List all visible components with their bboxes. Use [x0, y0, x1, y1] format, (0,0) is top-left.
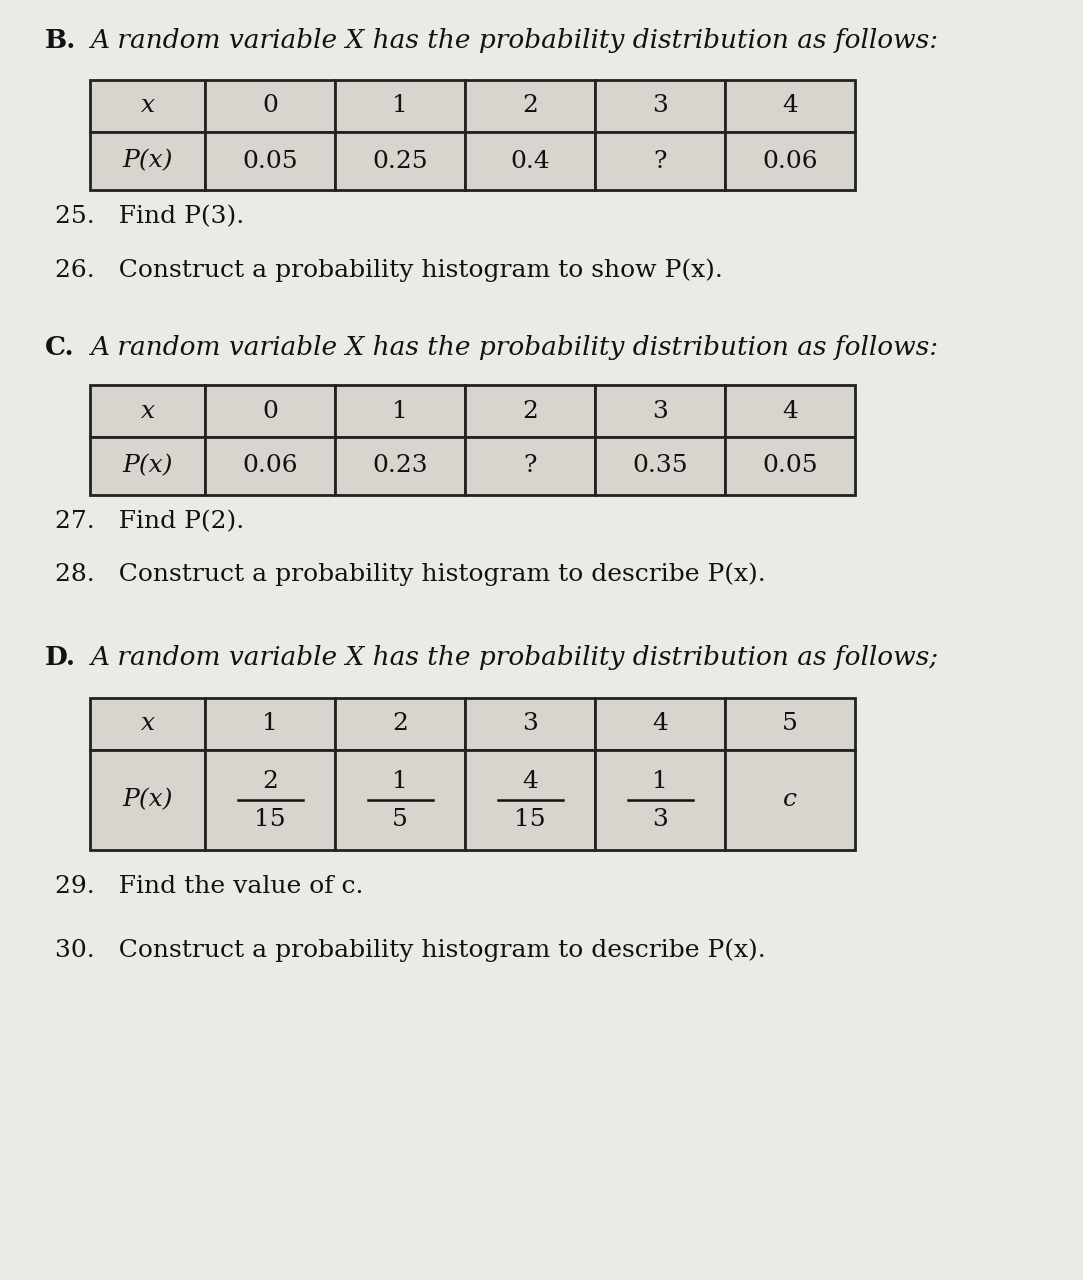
Text: 0.06: 0.06	[762, 150, 818, 173]
Bar	[465, 750, 595, 850]
Text: 1: 1	[652, 771, 668, 794]
Text: 0.23: 0.23	[373, 454, 428, 477]
Bar	[335, 385, 465, 436]
Bar	[725, 79, 854, 132]
Text: 2: 2	[392, 713, 408, 736]
Text: 0.05: 0.05	[243, 150, 298, 173]
Text: 0.25: 0.25	[373, 150, 428, 173]
Bar	[465, 436, 595, 495]
Text: 1: 1	[262, 713, 278, 736]
Text: 4: 4	[782, 399, 798, 422]
Text: A random variable X has the probability distribution as follows:: A random variable X has the probability …	[90, 335, 938, 360]
Bar	[205, 79, 335, 132]
Bar	[725, 750, 854, 850]
Bar	[205, 132, 335, 189]
Text: 0.35: 0.35	[632, 454, 688, 477]
Text: 29.   Find the value of c.: 29. Find the value of c.	[55, 876, 364, 899]
Bar	[595, 750, 725, 850]
Bar	[595, 79, 725, 132]
Bar	[595, 436, 725, 495]
Bar	[205, 698, 335, 750]
Bar	[725, 385, 854, 436]
Text: 25.   Find P(3).: 25. Find P(3).	[55, 205, 245, 228]
Text: 0: 0	[262, 399, 278, 422]
Text: 3: 3	[652, 809, 668, 832]
Text: D.: D.	[45, 645, 76, 669]
Text: A random variable X has the probability distribution as follows;: A random variable X has the probability …	[90, 645, 938, 669]
Text: x: x	[141, 95, 155, 118]
Bar	[90, 436, 205, 495]
Text: C.: C.	[45, 335, 75, 360]
Bar	[90, 750, 205, 850]
Text: 2: 2	[522, 95, 538, 118]
Text: 15: 15	[514, 809, 546, 832]
Text: 28.   Construct a probability histogram to describe P(x).: 28. Construct a probability histogram to…	[55, 562, 766, 585]
Text: ?: ?	[523, 454, 537, 477]
Text: P(x): P(x)	[122, 788, 173, 812]
Text: 0.4: 0.4	[510, 150, 550, 173]
Bar	[465, 698, 595, 750]
Text: P(x): P(x)	[122, 454, 173, 477]
Text: 3: 3	[652, 399, 668, 422]
Text: 1: 1	[392, 771, 408, 794]
Text: 4: 4	[522, 771, 538, 794]
Bar	[725, 436, 854, 495]
Bar	[90, 79, 205, 132]
Bar	[595, 385, 725, 436]
Text: 27.   Find P(2).: 27. Find P(2).	[55, 509, 245, 532]
Text: P(x): P(x)	[122, 150, 173, 173]
Text: B.: B.	[45, 28, 77, 52]
Bar	[465, 385, 595, 436]
Bar	[465, 79, 595, 132]
Bar	[725, 698, 854, 750]
Text: 4: 4	[652, 713, 668, 736]
Text: 2: 2	[262, 771, 278, 794]
Text: 5: 5	[782, 713, 798, 736]
Text: 3: 3	[652, 95, 668, 118]
Bar	[90, 698, 205, 750]
Text: x: x	[141, 713, 155, 736]
Text: 5: 5	[392, 809, 408, 832]
Bar	[205, 385, 335, 436]
Text: 30.   Construct a probability histogram to describe P(x).: 30. Construct a probability histogram to…	[55, 938, 766, 961]
Bar	[595, 698, 725, 750]
Text: 0.05: 0.05	[762, 454, 818, 477]
Bar	[90, 132, 205, 189]
Bar	[205, 750, 335, 850]
Text: 1: 1	[392, 399, 408, 422]
Text: A random variable X has the probability distribution as follows:: A random variable X has the probability …	[90, 28, 938, 52]
Text: 4: 4	[782, 95, 798, 118]
Bar	[335, 698, 465, 750]
Bar	[335, 750, 465, 850]
Text: 26.   Construct a probability histogram to show P(x).: 26. Construct a probability histogram to…	[55, 259, 722, 282]
Bar	[725, 132, 854, 189]
Text: 0: 0	[262, 95, 278, 118]
Bar	[335, 79, 465, 132]
Bar	[335, 436, 465, 495]
Text: 15: 15	[255, 809, 286, 832]
Text: 0.06: 0.06	[243, 454, 298, 477]
Text: 2: 2	[522, 399, 538, 422]
Text: 3: 3	[522, 713, 538, 736]
Text: c: c	[783, 788, 797, 812]
Bar	[205, 436, 335, 495]
Bar	[595, 132, 725, 189]
Bar	[335, 132, 465, 189]
Text: ?: ?	[653, 150, 667, 173]
Bar	[465, 132, 595, 189]
Text: 1: 1	[392, 95, 408, 118]
Bar	[90, 385, 205, 436]
Text: x: x	[141, 399, 155, 422]
